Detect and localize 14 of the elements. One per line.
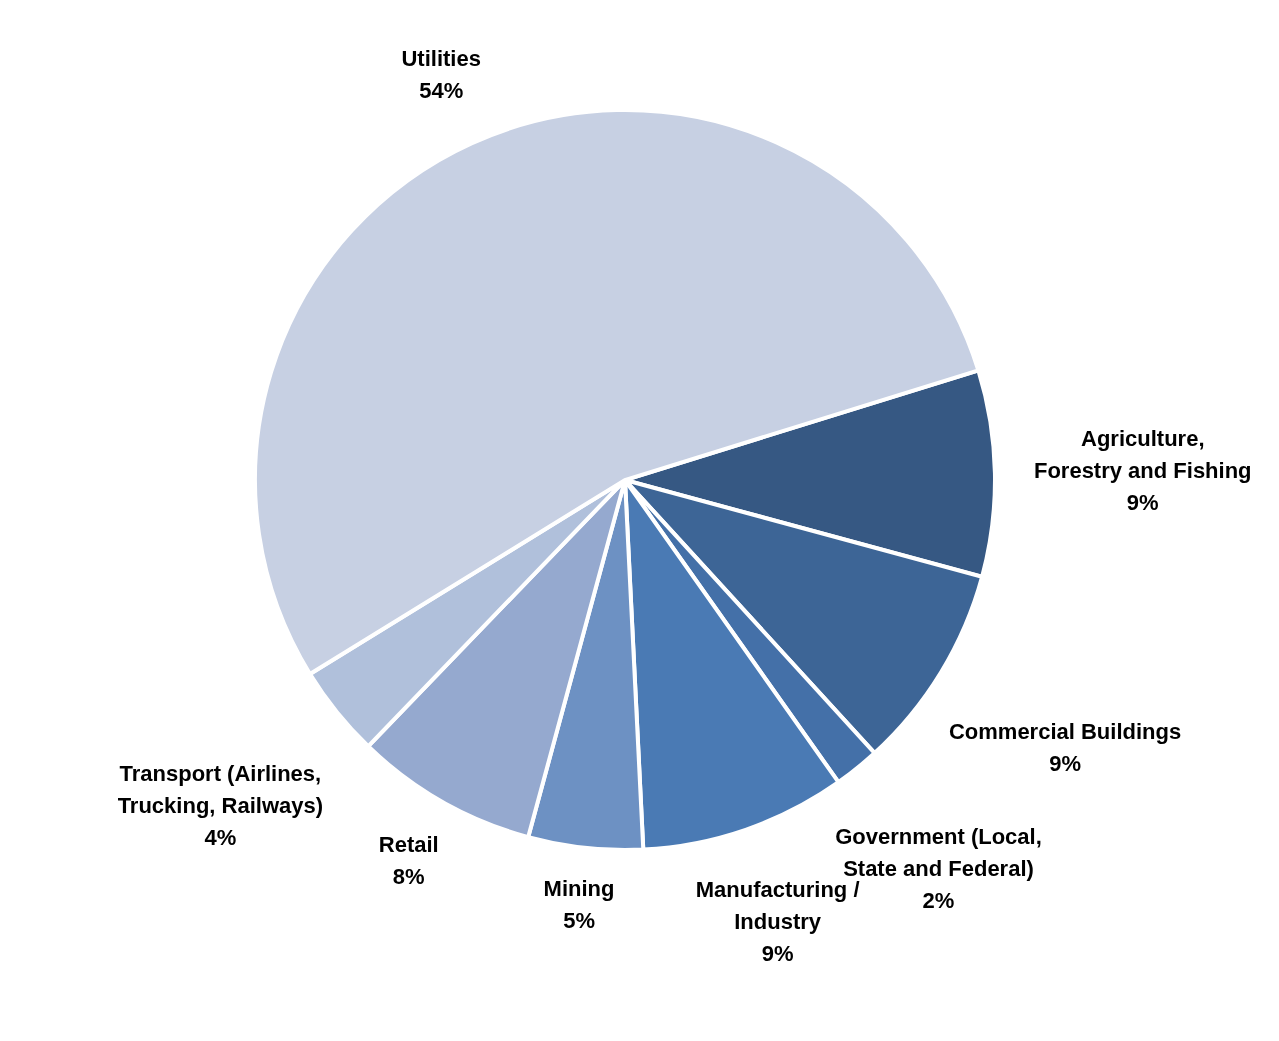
data-label: 2% xyxy=(922,888,955,914)
slice-label: Transport (Airlines, Trucking, Railways) xyxy=(117,760,324,818)
data-label: 8% xyxy=(392,864,425,890)
slice-label: Retail xyxy=(378,832,439,858)
data-label: 5% xyxy=(563,908,595,934)
slice-label: Commercial Buildings xyxy=(948,719,1182,745)
slice-label: Mining xyxy=(543,876,615,902)
data-label: 54% xyxy=(419,78,464,104)
data-label: 9% xyxy=(1049,751,1081,777)
slice-label: Agriculture, Forestry and Fishing xyxy=(1033,425,1252,483)
data-label: 9% xyxy=(1126,489,1159,515)
data-label: 9% xyxy=(761,941,794,967)
slice-label: Utilities xyxy=(401,46,481,72)
data-label: 4% xyxy=(204,824,237,850)
